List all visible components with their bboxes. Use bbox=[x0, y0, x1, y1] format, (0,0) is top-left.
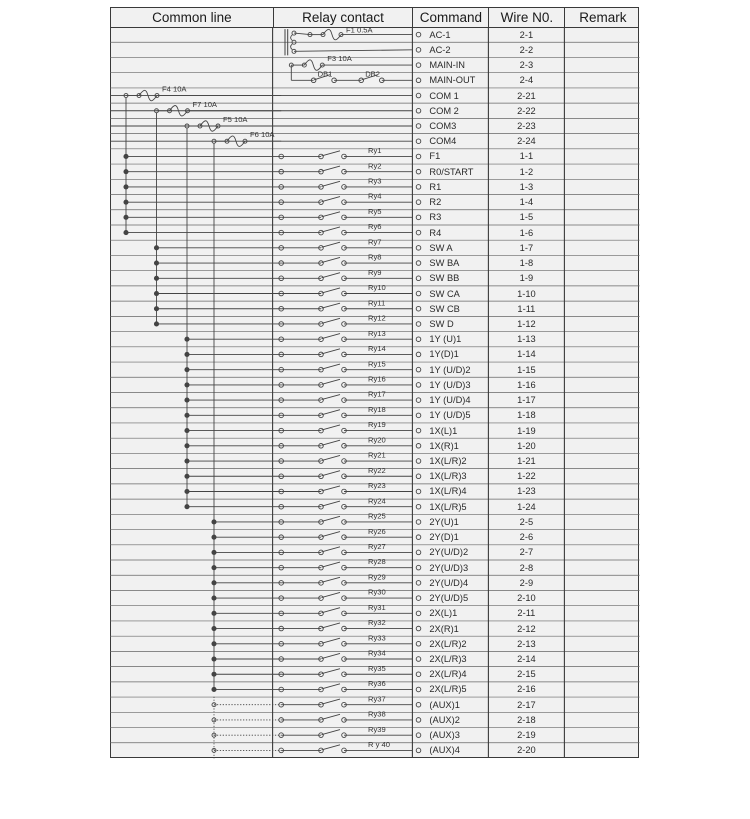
svg-text:Ry19: Ry19 bbox=[368, 420, 386, 429]
svg-text:Ry24: Ry24 bbox=[368, 496, 386, 505]
svg-text:Ry2: Ry2 bbox=[368, 161, 382, 170]
svg-text:Ry15: Ry15 bbox=[368, 359, 386, 368]
svg-text:Ry6: Ry6 bbox=[368, 222, 382, 231]
svg-text:R y 40: R y 40 bbox=[368, 740, 390, 749]
svg-text:Ry35: Ry35 bbox=[368, 664, 386, 673]
svg-text:Ry1: Ry1 bbox=[368, 146, 382, 155]
svg-text:DB1: DB1 bbox=[318, 69, 333, 78]
svg-text:DB2: DB2 bbox=[365, 69, 380, 78]
svg-text:Ry8: Ry8 bbox=[368, 253, 382, 262]
svg-text:Ry30: Ry30 bbox=[368, 588, 386, 597]
svg-text:Ry5: Ry5 bbox=[368, 207, 382, 216]
svg-text:F3 10A: F3 10A bbox=[327, 54, 352, 63]
svg-text:Ry20: Ry20 bbox=[368, 435, 386, 444]
svg-text:Ry28: Ry28 bbox=[368, 557, 386, 566]
svg-text:Ry36: Ry36 bbox=[368, 679, 386, 688]
svg-text:Ry31: Ry31 bbox=[368, 603, 386, 612]
svg-text:F7 10A: F7 10A bbox=[193, 100, 218, 109]
svg-text:F4 10A: F4 10A bbox=[162, 85, 187, 94]
svg-text:Ry3: Ry3 bbox=[368, 177, 382, 186]
svg-text:Ry33: Ry33 bbox=[368, 633, 386, 642]
svg-text:Ry22: Ry22 bbox=[368, 466, 386, 475]
svg-text:Ry16: Ry16 bbox=[368, 374, 386, 383]
svg-text:Ry32: Ry32 bbox=[368, 618, 386, 627]
svg-text:Ry29: Ry29 bbox=[368, 572, 386, 581]
svg-text:Ry18: Ry18 bbox=[368, 405, 386, 414]
svg-text:Ry9: Ry9 bbox=[368, 268, 382, 277]
svg-text:F1 0.5A: F1 0.5A bbox=[346, 25, 374, 34]
svg-text:Ry26: Ry26 bbox=[368, 527, 386, 536]
svg-text:Ry38: Ry38 bbox=[368, 710, 386, 719]
svg-text:Ry21: Ry21 bbox=[368, 451, 386, 460]
svg-text:Ry4: Ry4 bbox=[368, 192, 382, 201]
svg-text:Ry23: Ry23 bbox=[368, 481, 386, 490]
svg-text:Ry37: Ry37 bbox=[368, 694, 386, 703]
svg-text:Ry11: Ry11 bbox=[368, 298, 385, 307]
svg-text:Ry17: Ry17 bbox=[368, 390, 386, 399]
svg-text:Ry27: Ry27 bbox=[368, 542, 386, 551]
svg-text:Ry12: Ry12 bbox=[368, 314, 386, 323]
svg-text:F6 10A: F6 10A bbox=[250, 130, 275, 139]
svg-text:F5 10A: F5 10A bbox=[223, 115, 248, 124]
svg-text:Ry25: Ry25 bbox=[368, 512, 386, 521]
svg-text:Ry7: Ry7 bbox=[368, 237, 382, 246]
svg-text:Ry13: Ry13 bbox=[368, 329, 386, 338]
svg-text:Ry39: Ry39 bbox=[368, 725, 386, 734]
svg-text:Ry14: Ry14 bbox=[368, 344, 386, 353]
svg-text:Ry34: Ry34 bbox=[368, 649, 386, 658]
svg-text:Ry10: Ry10 bbox=[368, 283, 386, 292]
